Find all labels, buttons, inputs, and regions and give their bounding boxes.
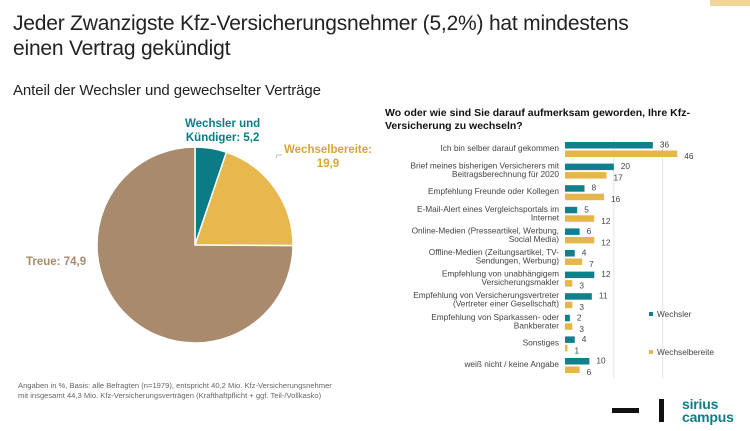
bar-wechsler: [565, 206, 578, 214]
pie-slice-wechselbereite: [193, 151, 294, 247]
pie-label-wechsler-line2: Kündiger: 5,2: [185, 132, 260, 144]
logo-bar-mark: [659, 399, 664, 422]
bar-value-label: 8: [592, 183, 597, 193]
logo-line-1: sirius: [682, 396, 719, 412]
bar-value-label: 7: [589, 259, 594, 269]
bar-wechselbereite: [565, 366, 580, 373]
bar-chart-title: Wo oder wie sind Sie darauf aufmerksam g…: [385, 107, 745, 133]
pie-label-wechselbereite-line2: 19,9: [316, 158, 340, 170]
pie-label-wechselbereite-line1: Wechselbereite:: [284, 144, 372, 156]
bar-wechsler: [565, 358, 590, 365]
corner-accent: [710, 0, 750, 6]
logo-line-2: campus: [682, 409, 734, 425]
bar-value-label: 20: [621, 161, 631, 171]
bar-value-label: 16: [611, 194, 621, 204]
category-label: weiß nicht / keine Angabe: [463, 359, 559, 369]
bar-value-label: 3: [579, 302, 584, 312]
bar-wechselbereite: [565, 150, 678, 157]
bar-wechselbereite: [565, 172, 607, 179]
legend-swatch-wechselbereite: [649, 350, 653, 354]
category-label: E-Mail-Alert eines Vergleichsportals im I…: [417, 204, 560, 223]
pie-slice-treue: [96, 146, 294, 344]
bar-wechsler: [565, 142, 653, 149]
bar-value-label: 12: [601, 216, 611, 226]
pie-label-wechsler-line1: Wechsler und: [185, 118, 261, 130]
bar-wechsler: [565, 271, 595, 279]
footnote-line-1: Angaben in %, Basis: alle Befragten (n=1…: [18, 381, 332, 390]
bar-wechselbereite: [565, 236, 595, 244]
bar-wechsler: [565, 185, 585, 192]
legend-swatch-wechsler: [649, 312, 653, 316]
bar-value-label: 6: [587, 226, 592, 236]
bar-value-label: 12: [601, 269, 611, 279]
category-label: Brief meines bisherigen Versicherers mit…: [411, 161, 560, 180]
pie-leader-line: [275, 154, 282, 159]
category-label: Empfehlung von Sparkassen- oder Bankberat…: [431, 312, 559, 331]
category-label: Sonstiges: [523, 337, 559, 347]
category-label: Empfehlung von unabhängigem Versicherungs…: [442, 269, 559, 288]
category-label: Empfehlung von Versicherungsvertreter (Ve…: [413, 290, 559, 309]
pie-label-wechselbereite: Wechselbereite: 19,9: [284, 143, 372, 171]
bar-wechselbereite: [565, 280, 573, 287]
bar-value-label: 12: [601, 237, 611, 247]
bar-value-label: 10: [596, 356, 606, 366]
footnote: Angaben in %, Basis: alle Befragten (n=1…: [18, 381, 332, 401]
bar-wechselbereite: [565, 215, 595, 222]
bar-wechsler: [565, 228, 580, 235]
pie-chart: [96, 146, 294, 344]
bar-value-label: 11: [599, 291, 608, 301]
category-label: Ich bin selber darauf gekommen: [440, 143, 559, 153]
footnote-line-2: mit insgesamt 44,3 Mio. Kfz-Versicherung…: [18, 391, 322, 400]
bar-wechselbereite: [565, 301, 573, 309]
pie-subtitle: Anteil der Wechsler und gewechselter Ver…: [13, 82, 321, 99]
bar-wechsler: [565, 314, 570, 322]
bar-value-label: 4: [582, 248, 587, 258]
page-title: Jeder Zwanzigste Kfz-Versicherungsnehmer…: [13, 11, 713, 61]
bar-value-label: 2: [577, 312, 582, 322]
bar-value-label: 3: [579, 324, 584, 334]
sirius-campus-logo: sirius campus: [682, 396, 734, 425]
bar-value-label: 17: [613, 173, 623, 183]
pie-label-treue: Treue: 74,9: [26, 255, 86, 269]
category-label: Offline-Medien (Zeitungsartikel, TV-Send…: [429, 247, 559, 266]
logo-dash-mark: [612, 408, 639, 413]
bar-wechselbereite: [565, 344, 568, 352]
bar-value-label: 46: [684, 151, 694, 161]
bar-wechsler: [565, 250, 575, 257]
category-label: Empfehlung Freunde oder Kollegen: [428, 186, 559, 196]
bar-value-label: 36: [660, 140, 670, 150]
bar-wechsler: [565, 293, 592, 300]
title-line-2: einen Vertrag gekündigt: [13, 37, 231, 60]
bar-value-label: 4: [582, 334, 587, 344]
bar-value-label: 6: [587, 367, 592, 377]
title-line-1: Jeder Zwanzigste Kfz-Versicherungsnehmer…: [13, 12, 629, 35]
pie-label-wechsler: Wechsler und Kündiger: 5,2: [185, 117, 260, 145]
bar-wechselbereite: [565, 258, 583, 265]
bar-wechselbereite: [565, 323, 573, 330]
bar-wechselbereite: [565, 193, 605, 201]
bar-value-label: 5: [584, 204, 589, 214]
bar-chart: Ich bin selber darauf gekommen 3646Brief …: [411, 140, 714, 378]
legend-label-wechselbereite: Wechselbereite: [657, 347, 714, 357]
bar-value-label: 3: [579, 281, 584, 291]
bar-wechsler: [565, 336, 575, 343]
bar-title-line-2: Versicherung zu wechseln?: [385, 120, 523, 132]
legend-label-wechsler: Wechsler: [657, 309, 692, 319]
pie-label-treue-line1: Treue: 74,9: [26, 256, 87, 268]
category-label: Online-Medien (Presseartikel, Werbung, So…: [412, 225, 560, 244]
bar-title-line-1: Wo oder wie sind Sie darauf aufmerksam g…: [385, 107, 690, 119]
bar-wechsler: [565, 163, 614, 171]
bar-value-label: 1: [574, 345, 579, 355]
